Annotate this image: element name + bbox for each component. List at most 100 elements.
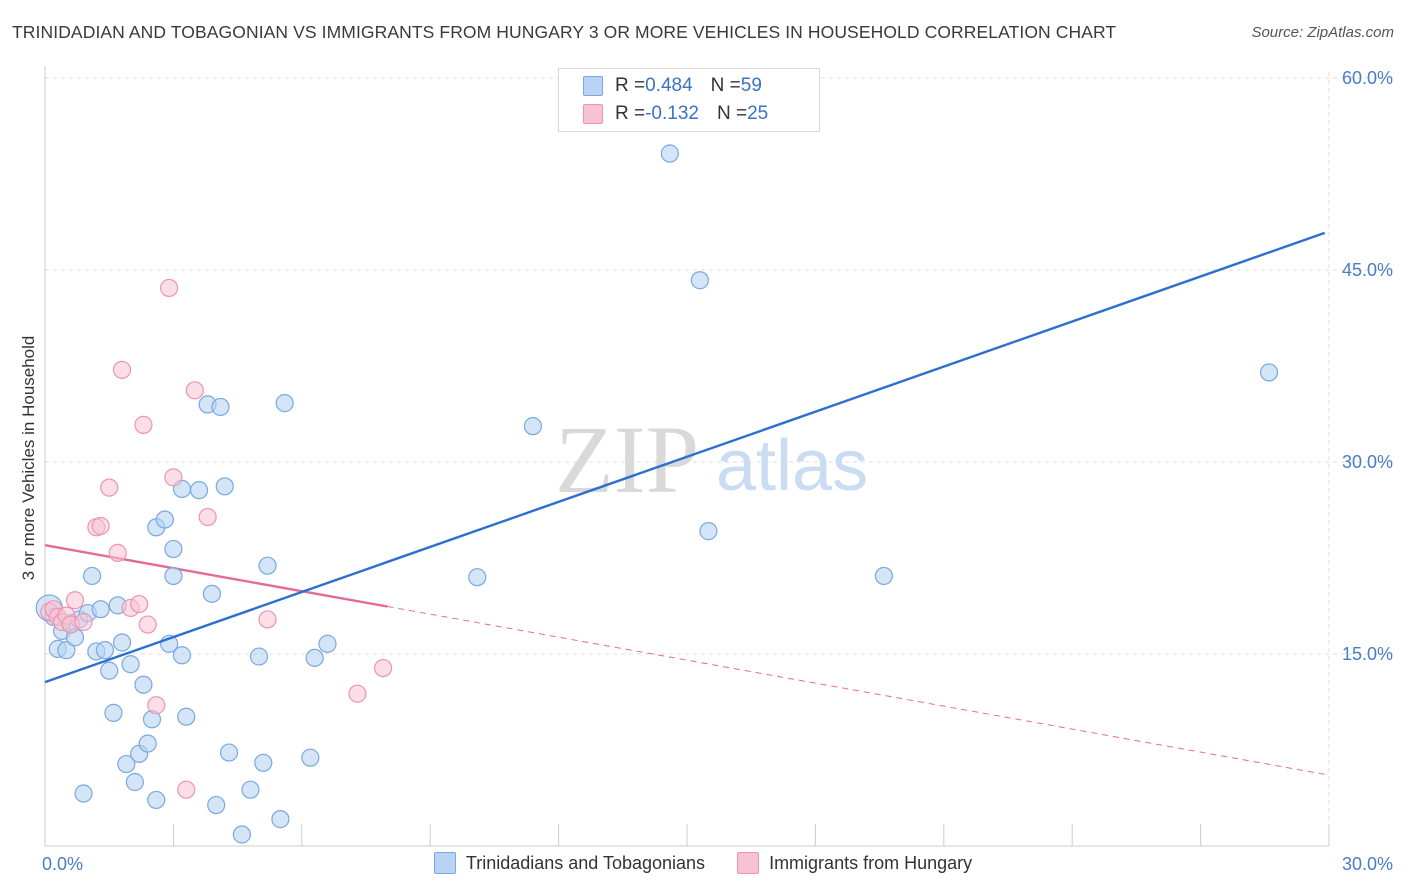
point-trinidadians (189, 481, 209, 500)
grid-layer (45, 72, 1392, 846)
pink-n-value: 25 (747, 103, 769, 124)
pink-trend-layer (44, 544, 1325, 775)
point-hungary (74, 612, 93, 632)
x-tick-label: 0.0% (42, 854, 83, 874)
axis-layer (44, 66, 1330, 847)
point-trinidadians (318, 634, 337, 653)
point-trinidadians (177, 707, 196, 726)
legend-swatch-pink (737, 852, 760, 874)
point-trinidadians (468, 568, 487, 587)
series-trinidadians-points (35, 76, 1279, 844)
point-trinidadians (164, 539, 183, 559)
point-hungary (374, 658, 393, 678)
point-trinidadians (155, 510, 174, 529)
chart-title: TRINIDADIAN AND TOBAGONIAN VS IMMIGRANTS… (12, 22, 1117, 42)
point-trinidadians (523, 417, 543, 436)
chart-source: Source: ZipAtlas.com (1251, 24, 1394, 41)
stats-row-pink: R = -0.132 N = 25 (583, 101, 768, 127)
point-trinidadians (699, 522, 718, 541)
point-trinidadians (202, 584, 222, 603)
point-trinidadians (74, 784, 93, 803)
point-trinidadians (125, 772, 144, 792)
trend-line-hungary-dashed (387, 606, 1325, 775)
x-tick-label: 30.0% (1342, 854, 1393, 874)
blue-r-label: R = (615, 75, 646, 96)
legend-label-trinidadians: Trinidadians and Tobagonians (465, 852, 706, 873)
point-hungary (348, 684, 367, 703)
stats-row-blue: R = 0.484 N = 59 (583, 73, 762, 99)
point-hungary (147, 696, 166, 715)
blue-n-value: 59 (740, 75, 762, 96)
point-trinidadians (172, 646, 192, 665)
point-trinidadians (138, 734, 157, 753)
pink-swatch (583, 104, 603, 124)
point-hungary (65, 591, 85, 610)
legend-label-hungary: Immigrants from Hungary (769, 852, 973, 873)
point-trinidadians (117, 754, 136, 774)
point-hungary (91, 516, 110, 536)
legend-item-hungary: Immigrants from Hungary (737, 852, 972, 874)
point-trinidadians (215, 477, 234, 496)
point-trinidadians (271, 810, 290, 829)
watermark-atlas: atlas (716, 426, 868, 506)
point-hungary (177, 780, 196, 799)
y-tick-label: 30.0% (1342, 452, 1393, 472)
point-hungary (198, 507, 217, 527)
y-axis-label: 3 or more Vehicles in Household (19, 336, 38, 581)
y-tick-label: 45.0% (1342, 260, 1393, 280)
point-trinidadians (301, 748, 320, 767)
point-trinidadians (690, 271, 709, 290)
point-trinidadians (57, 641, 76, 660)
point-hungary (138, 615, 157, 634)
blue-swatch (583, 76, 603, 96)
point-hungary (160, 278, 179, 298)
point-trinidadians (275, 394, 294, 413)
point-hungary (100, 478, 119, 497)
point-trinidadians (241, 780, 260, 799)
y-tick-label: 15.0% (1342, 644, 1393, 664)
trend-line-hungary-solid (44, 544, 388, 608)
point-trinidadians (1259, 363, 1279, 382)
point-trinidadians (164, 566, 183, 586)
y-tick-label: 60.0% (1342, 68, 1393, 88)
point-hungary (185, 381, 204, 400)
point-hungary (134, 415, 153, 434)
point-trinidadians (121, 655, 140, 674)
blue-r-value: 0.484 (645, 75, 693, 96)
point-trinidadians (147, 790, 166, 810)
point-trinidadians (219, 743, 239, 762)
series-hungary-points (40, 278, 393, 799)
point-trinidadians (258, 556, 277, 575)
pink-r-value: -0.132 (645, 103, 699, 124)
point-trinidadians (254, 753, 273, 772)
pink-n-label: N = (716, 103, 748, 124)
chart-legend: Trinidadians and Tobagonians Immigrants … (0, 852, 1406, 874)
point-hungary (130, 594, 149, 614)
point-trinidadians (82, 566, 102, 586)
blue-trend-layer (44, 231, 1326, 684)
stats-legend-box: R = 0.484 N = 59 R = -0.132 N = 25 (558, 68, 820, 132)
trend-line-trinidadians (44, 231, 1326, 684)
tick-label-layer: 15.0% 30.0% 45.0% 60.0% 0.0% 30.0% (42, 68, 1393, 874)
point-trinidadians (134, 675, 153, 694)
point-trinidadians (112, 633, 132, 652)
point-trinidadians (91, 600, 110, 619)
legend-swatch-blue (433, 852, 456, 874)
point-trinidadians (207, 795, 226, 815)
pink-r-label: R = (615, 103, 646, 124)
point-trinidadians (249, 647, 269, 666)
point-trinidadians (305, 648, 324, 667)
watermark: ZIP atlas (555, 406, 868, 513)
point-trinidadians (874, 566, 893, 586)
point-trinidadians (232, 825, 251, 844)
point-trinidadians (95, 641, 115, 660)
point-trinidadians (211, 397, 230, 417)
point-hungary (164, 468, 183, 487)
point-hungary (108, 543, 127, 562)
point-trinidadians (660, 144, 679, 163)
point-hungary (258, 610, 277, 629)
blue-n-label: N = (710, 75, 741, 96)
point-hungary (112, 360, 132, 379)
point-trinidadians (104, 703, 123, 722)
